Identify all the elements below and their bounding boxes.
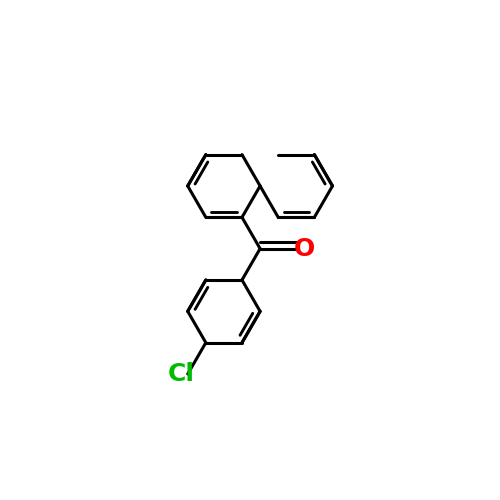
Text: O: O bbox=[294, 236, 316, 260]
Text: Cl: Cl bbox=[168, 362, 194, 386]
